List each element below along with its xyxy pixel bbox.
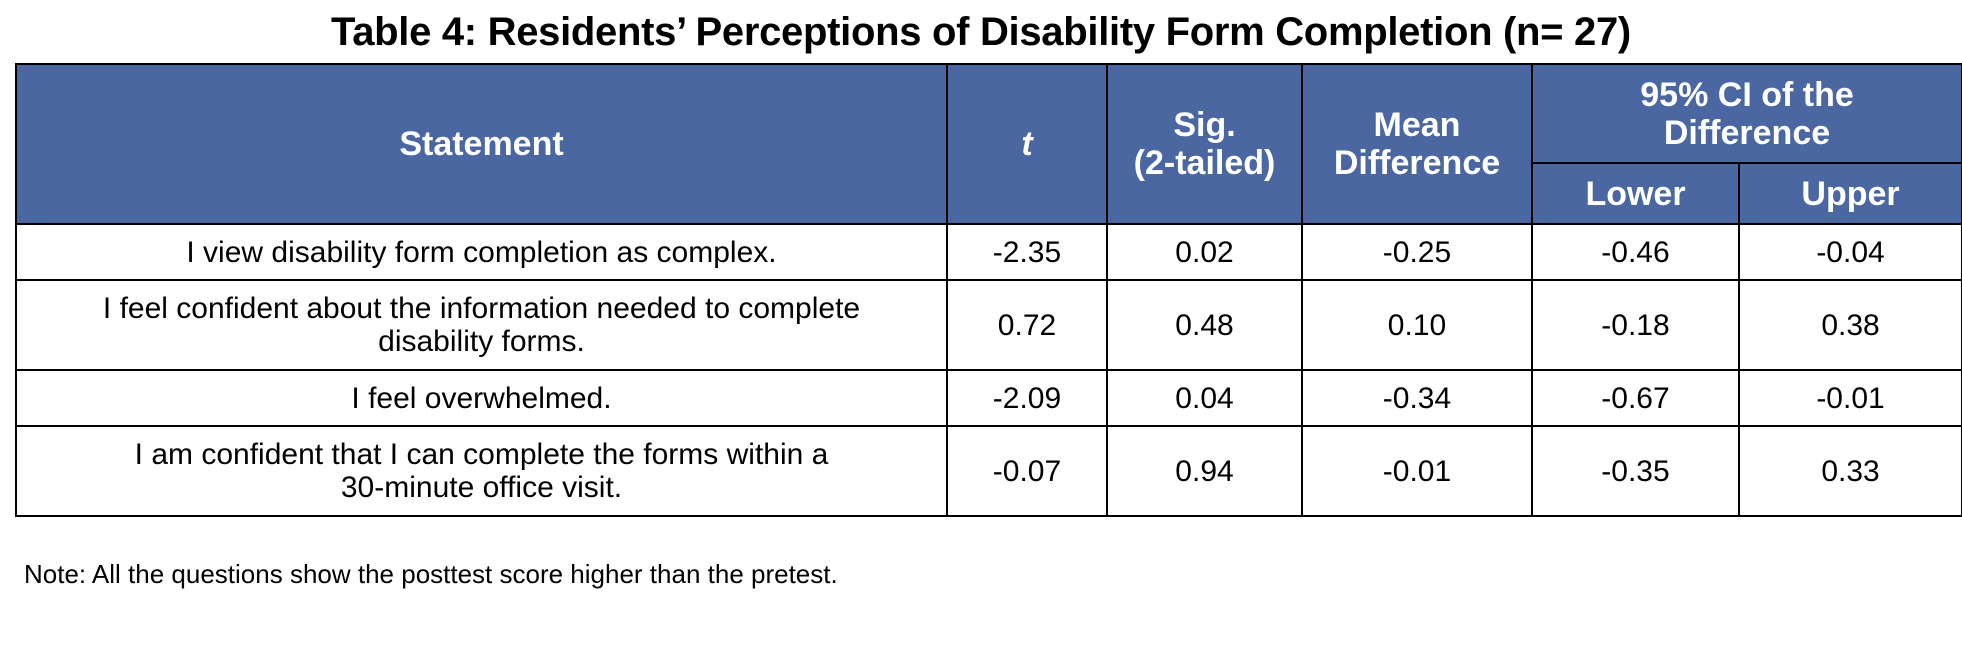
- lower-cell: -0.46: [1531, 223, 1740, 281]
- header-lower: Lower: [1531, 162, 1740, 225]
- table-row: I feel overwhelmed. -2.09 0.04 -0.34 -0.…: [15, 369, 1962, 427]
- sig-cell: 0.02: [1106, 223, 1303, 281]
- header-mean-difference: Mean Difference: [1301, 63, 1533, 225]
- t-cell: -0.07: [946, 425, 1108, 517]
- lower-cell: -0.18: [1531, 279, 1740, 371]
- upper-cell: -0.04: [1737, 223, 1962, 281]
- upper-cell: 0.38: [1737, 279, 1962, 371]
- statement-cell: I view disability form completion as com…: [15, 223, 948, 281]
- header-statement: Statement: [15, 63, 948, 225]
- mean-diff-cell: -0.25: [1301, 223, 1533, 281]
- sig-cell: 0.48: [1106, 279, 1303, 371]
- statement-text-line1: I feel confident about the information n…: [102, 292, 861, 325]
- lower-cell: -0.67: [1531, 369, 1740, 427]
- table-body: I view disability form completion as com…: [15, 223, 1962, 517]
- table-note: Note: All the questions show the posttes…: [24, 559, 838, 589]
- header-mean-line2: Difference: [1333, 144, 1501, 182]
- header-ci: 95% CI of the Difference: [1530, 63, 1962, 164]
- statement-text-line2: disability forms.: [378, 325, 585, 358]
- header-mean-line1: Mean: [1373, 106, 1461, 144]
- header-row: Statement t Sig. (2-tailed) Mean Differe…: [15, 63, 1962, 225]
- header-t: t: [946, 63, 1108, 225]
- table-row: I view disability form completion as com…: [15, 223, 1962, 281]
- table-row: I am confident that I can complete the f…: [15, 425, 1962, 517]
- sig-cell: 0.94: [1106, 425, 1303, 517]
- results-table: Statement t Sig. (2-tailed) Mean Differe…: [15, 63, 1962, 517]
- statement-text-line2: 30-minute office visit.: [340, 471, 623, 504]
- statement-text-line1: I am confident that I can complete the f…: [134, 438, 829, 471]
- header-upper: Upper: [1737, 162, 1962, 225]
- header-sig-line2: (2-tailed): [1133, 144, 1276, 182]
- statement-cell: I am confident that I can complete the f…: [15, 425, 948, 517]
- mean-diff-cell: -0.34: [1301, 369, 1533, 427]
- statement-text: I feel overwhelmed.: [351, 381, 612, 415]
- header-sig: Sig. (2-tailed): [1106, 63, 1303, 225]
- t-cell: 0.72: [946, 279, 1108, 371]
- mean-diff-cell: 0.10: [1301, 279, 1533, 371]
- statement-cell: I feel overwhelmed.: [15, 369, 948, 427]
- table-title: Table 4: Residents’ Perceptions of Disab…: [331, 10, 1631, 54]
- statement-cell: I feel confident about the information n…: [15, 279, 948, 371]
- header-subrow: Lower Upper: [16, 162, 1962, 225]
- table-row: I feel confident about the information n…: [15, 279, 1962, 371]
- statement-text: I view disability form completion as com…: [186, 235, 777, 269]
- lower-cell: -0.35: [1531, 425, 1740, 517]
- header-ci-line1: 95% CI of the: [1640, 75, 1854, 114]
- t-cell: -2.35: [946, 223, 1108, 281]
- upper-cell: 0.33: [1737, 425, 1962, 517]
- mean-diff-cell: -0.01: [1301, 425, 1533, 517]
- sig-cell: 0.04: [1106, 369, 1303, 427]
- header-ci-line2: Difference: [1663, 113, 1831, 152]
- header-sig-line1: Sig.: [1173, 106, 1236, 144]
- upper-cell: -0.01: [1737, 369, 1962, 427]
- t-cell: -2.09: [946, 369, 1108, 427]
- table-header: Statement t Sig. (2-tailed) Mean Differe…: [15, 63, 1962, 225]
